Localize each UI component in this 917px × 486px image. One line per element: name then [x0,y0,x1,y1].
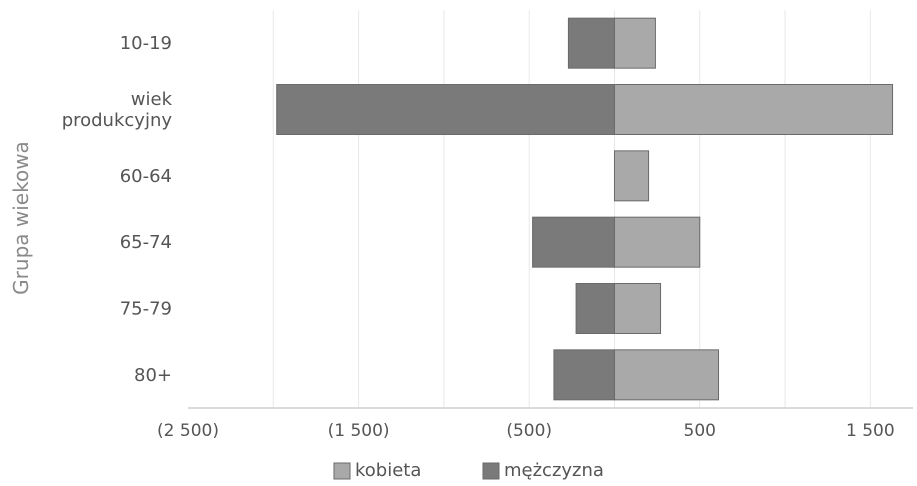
legend-swatch [333,462,351,480]
legend-swatch [482,462,500,480]
bar-kobieta [613,84,894,135]
x-tick-labels: (2 500) (1 500) (500) 500 1 500 [157,421,895,441]
category-label: 75-79 [120,299,172,320]
x-tick-label: (500) [506,421,552,441]
legend-item: mężczyzna [482,460,604,481]
bar-kobieta [613,349,720,401]
x-tick-label: 1 500 [846,421,895,441]
bar-mezczyzna [567,17,615,69]
legend: kobieta mężczyzna [333,460,604,481]
bar-kobieta [613,216,701,268]
bar-mezczyzna [276,84,615,135]
bar-mezczyzna [553,349,615,401]
legend-item: kobieta [333,460,421,481]
gridlines [272,10,871,408]
x-tick-label: (1 500) [328,421,390,441]
category-label: 80+ [134,365,172,386]
category-label: 10-19 [120,33,172,54]
bar-mezczyzna [575,283,615,334]
bar-mezczyzna [532,216,615,268]
legend-label: kobieta [355,460,421,481]
bar-kobieta [613,17,656,69]
category-label: 65-74 [120,232,172,253]
x-tick-label: (2 500) [157,421,219,441]
bar-kobieta [613,150,650,202]
category-label: produkcyjny [62,110,173,131]
category-label: 60-64 [120,166,172,187]
x-tick-label: 500 [684,421,716,441]
bar-kobieta [613,283,662,334]
legend-label: mężczyzna [504,460,604,481]
bars [276,17,894,401]
category-label: wiek [131,89,173,110]
y-axis-label: Grupa wiekowa [9,141,33,295]
